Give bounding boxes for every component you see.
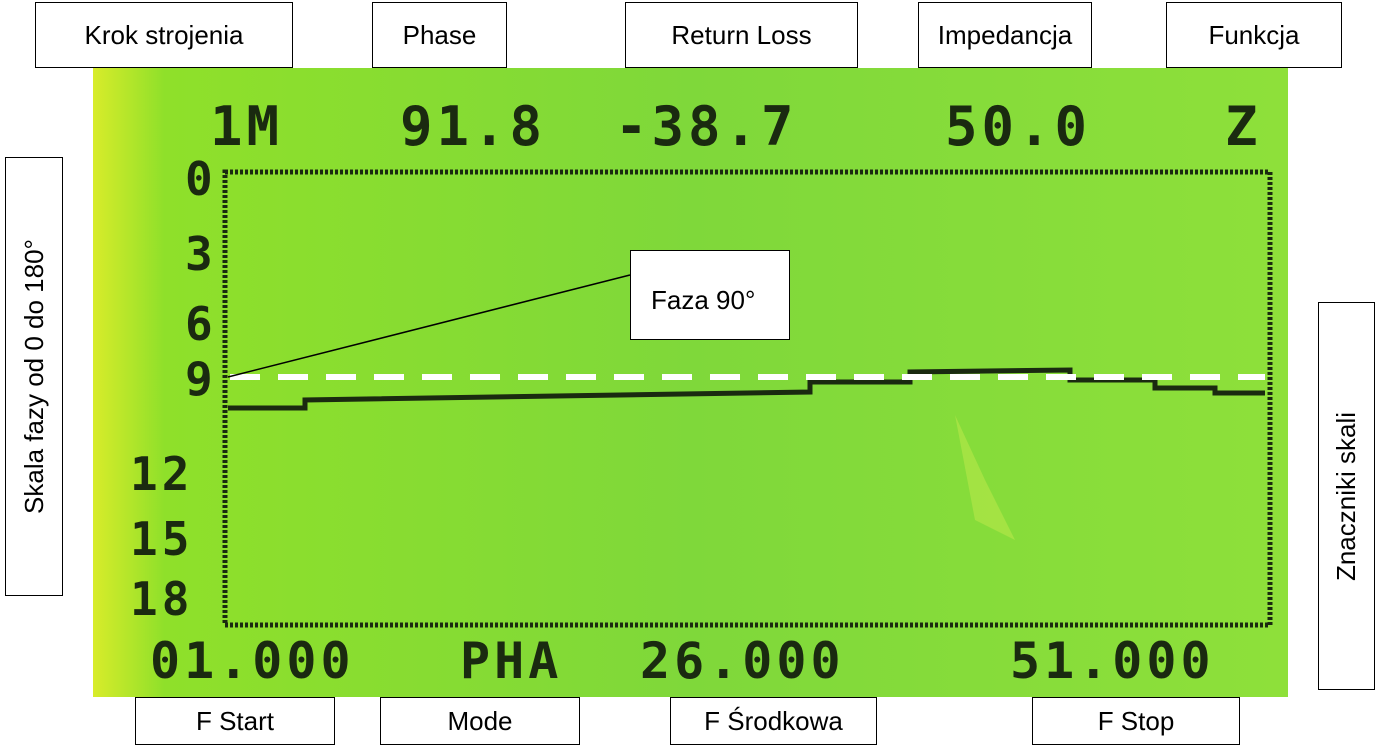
- lcd-top-value: -38.7: [615, 95, 798, 158]
- label-box: F Środkowa: [670, 697, 877, 745]
- label-box: Phase: [372, 2, 507, 68]
- lcd-top-value: 91.8: [400, 95, 546, 158]
- label-box: F Start: [135, 697, 335, 745]
- lcd-bottom-value: 01.000: [150, 632, 355, 690]
- lcd-top-value: 50.0: [945, 95, 1091, 158]
- lcd-bottom-value: PHA: [460, 632, 562, 690]
- lcd-photo: 1M 91.8 -38.7 50.0 Z 0 3 69 12 15 18 01.000 PHA 26.00…: [0, 0, 1380, 747]
- lcd-top-value: 1M: [210, 95, 283, 158]
- lcd-scale-label: 18: [130, 572, 193, 626]
- lcd-scale-label: 3: [185, 227, 217, 281]
- lcd-scale-label: 12: [130, 447, 193, 501]
- lcd-scale-label: 6: [185, 297, 217, 351]
- lcd-top-value: Z: [1225, 95, 1262, 158]
- label-box: Return Loss: [625, 2, 858, 68]
- side-box: Znaczniki skali: [1318, 302, 1375, 690]
- lcd-scale-label: 15: [130, 512, 193, 566]
- callout-box: Faza 90°: [630, 250, 790, 340]
- side-label: Znaczniki skali: [1331, 411, 1362, 580]
- side-box: Skala fazy od 0 do 180°: [5, 157, 63, 596]
- label-box: Impedancja: [918, 2, 1092, 68]
- lcd-scale-label: 9: [185, 352, 217, 406]
- annotated-screen: 1M 91.8 -38.7 50.0 Z 0 3 69 12 15 18 01.000 PHA 26.00…: [0, 0, 1380, 747]
- label-box: Mode: [380, 697, 580, 745]
- lcd-bottom-value: 51.000: [1010, 632, 1215, 690]
- lcd-scale-label: 0: [185, 152, 217, 206]
- lcd-bottom-value: 26.000: [640, 632, 845, 690]
- side-label: Skala fazy od 0 do 180°: [19, 239, 50, 514]
- label-box: Funkcja: [1166, 2, 1342, 68]
- label-box: F Stop: [1032, 697, 1240, 745]
- label-box: Krok strojenia: [35, 2, 293, 68]
